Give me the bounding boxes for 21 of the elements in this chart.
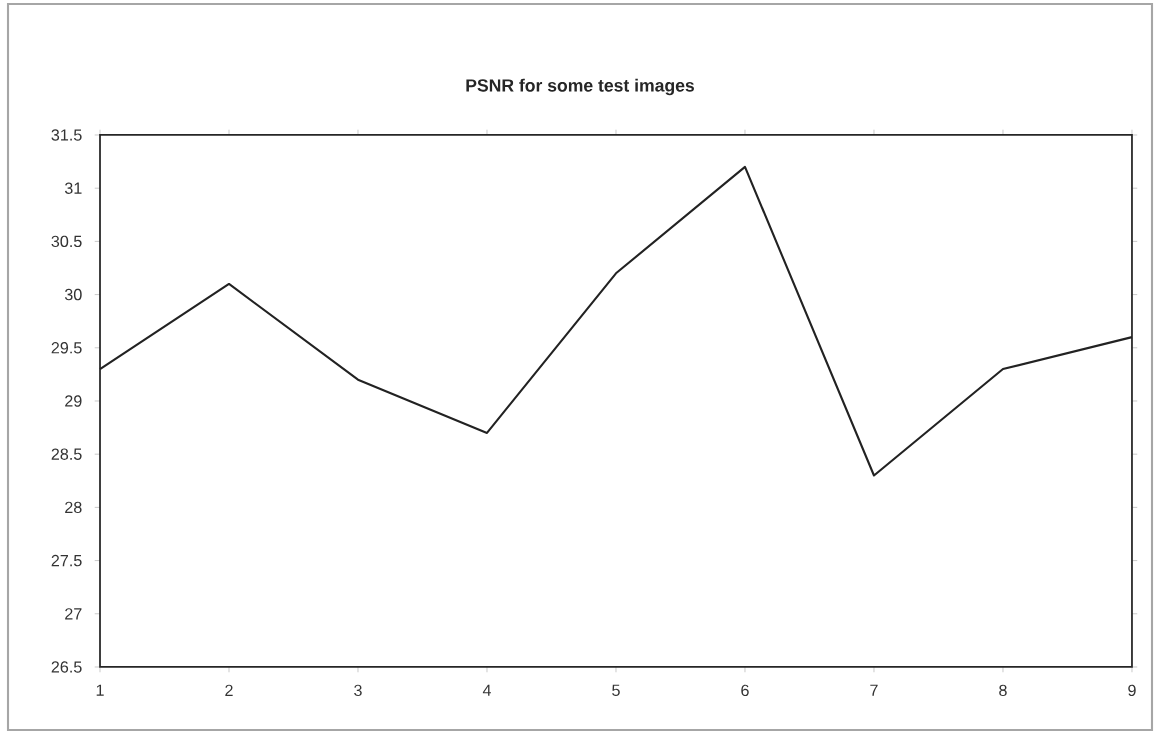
x-tick-label: 2 — [225, 684, 233, 696]
x-tick-label: 1 — [96, 684, 104, 696]
x-tick-label: 3 — [354, 684, 362, 697]
y-tick-label: 27.5 — [51, 554, 82, 567]
x-tick-label: 8 — [999, 684, 1007, 697]
x-tick-label: 9 — [1128, 684, 1136, 697]
y-tick-label: 30.5 — [51, 235, 82, 248]
y-tick-label: 31 — [64, 182, 82, 194]
y-tick-label: 29.5 — [51, 342, 82, 354]
chart-title: PSNR for some test images — [466, 78, 694, 96]
y-tick-label: 30 — [64, 288, 82, 301]
y-tick-label: 31.5 — [51, 129, 82, 141]
x-tick-label: 5 — [612, 684, 620, 696]
y-tick-label: 28 — [65, 501, 82, 514]
y-tick-label: 27 — [65, 608, 82, 620]
y-tick-label: 26.5 — [51, 661, 82, 673]
x-tick-label: 6 — [741, 684, 749, 697]
y-tick-label: 28.5 — [51, 448, 82, 460]
x-tick-label: 7 — [870, 684, 878, 696]
x-tick-label: 4 — [482, 684, 491, 696]
y-tick-label: 29 — [65, 395, 82, 407]
